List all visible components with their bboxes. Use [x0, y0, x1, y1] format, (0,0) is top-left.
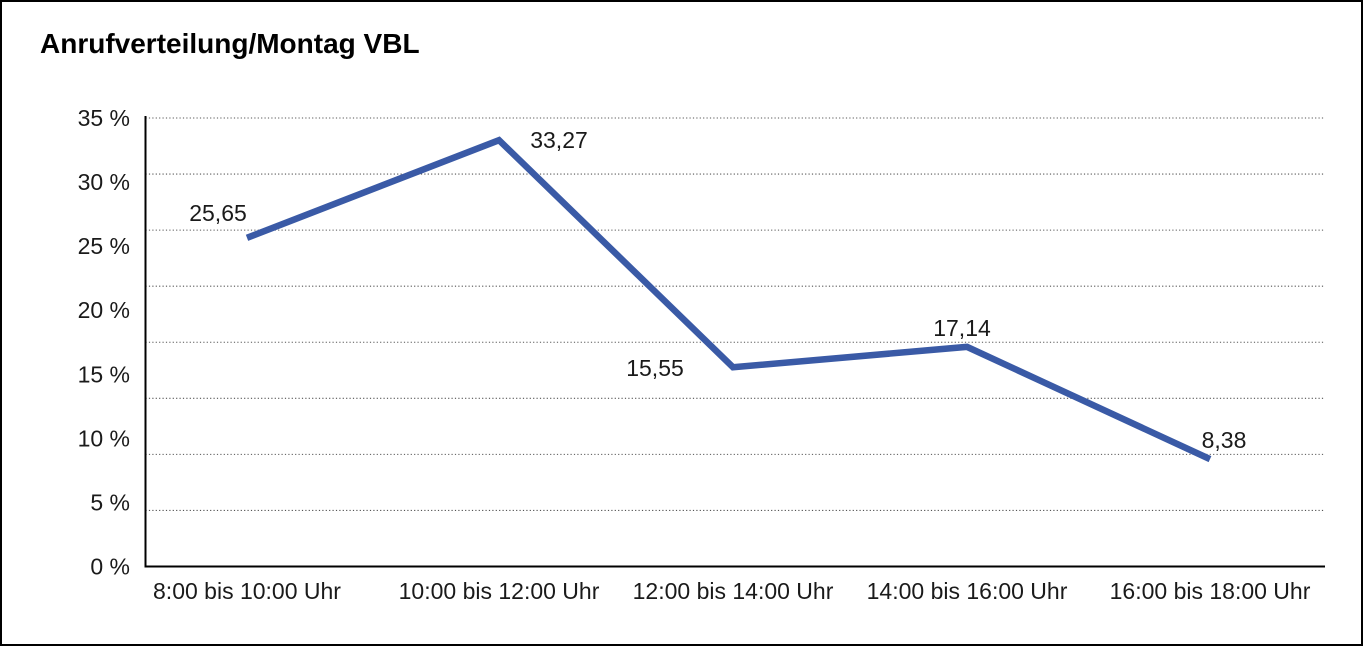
- x-category-label: 12:00 bis 14:00 Uhr: [633, 578, 834, 604]
- data-point-label: 17,14: [933, 315, 991, 341]
- y-tick-label: 30 %: [78, 169, 130, 195]
- x-category-label: 16:00 bis 18:00 Uhr: [1110, 578, 1311, 604]
- data-point-label: 15,55: [626, 355, 684, 381]
- y-tick-label: 35 %: [78, 105, 130, 131]
- x-category-label: 10:00 bis 12:00 Uhr: [399, 578, 600, 604]
- y-tick-label: 10 %: [78, 425, 130, 451]
- x-category-label: 14:00 bis 16:00 Uhr: [867, 578, 1068, 604]
- data-point-label: 25,65: [189, 200, 247, 226]
- y-tick-label: 5 %: [90, 489, 130, 515]
- data-point-label: 33,27: [530, 127, 588, 153]
- data-line: [245, 136, 1212, 463]
- y-tick-label: 25 %: [78, 233, 130, 259]
- data-point-label: 8,38: [1202, 427, 1247, 453]
- y-tick-label: 0 %: [90, 554, 130, 580]
- chart-title: Anrufverteilung/Montag VBL: [40, 28, 420, 59]
- y-tick-label: 20 %: [78, 297, 130, 323]
- y-tick-label: 15 %: [78, 361, 130, 387]
- x-category-label: 8:00 bis 10:00 Uhr: [153, 578, 341, 604]
